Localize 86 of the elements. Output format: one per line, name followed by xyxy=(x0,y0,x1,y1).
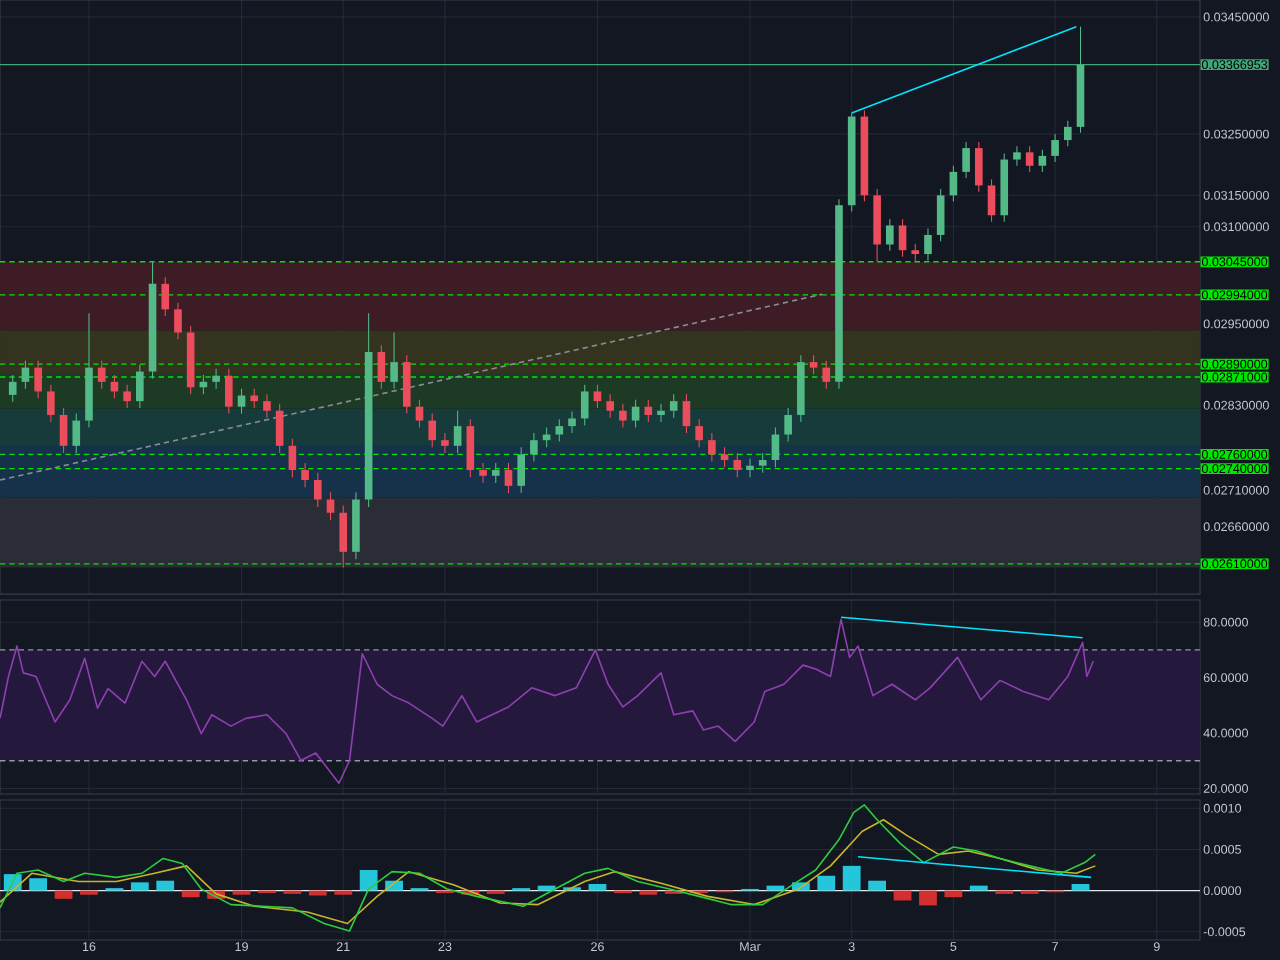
candlestick xyxy=(263,393,271,419)
candlestick xyxy=(123,384,131,409)
candlestick xyxy=(530,432,538,462)
candlestick xyxy=(593,384,602,409)
candlestick xyxy=(288,438,297,478)
candlestick xyxy=(504,462,513,494)
candlestick xyxy=(517,446,525,494)
candlestick xyxy=(936,188,945,242)
candlestick xyxy=(453,410,462,454)
candlestick xyxy=(555,418,564,443)
candlestick xyxy=(669,393,678,419)
candlestick xyxy=(466,418,475,478)
bar xyxy=(537,885,556,891)
bar xyxy=(54,890,73,899)
candlestick xyxy=(758,452,767,474)
candlestick xyxy=(301,462,309,488)
bar xyxy=(156,880,175,891)
candlestick xyxy=(822,360,831,390)
candlestick xyxy=(886,218,894,252)
candlestick xyxy=(987,178,996,223)
candlestick xyxy=(657,403,665,423)
candlestick xyxy=(809,354,818,375)
bar xyxy=(181,890,200,898)
bar xyxy=(359,870,378,891)
candlestick xyxy=(1013,145,1021,167)
candlestick xyxy=(682,393,691,434)
candlestick xyxy=(619,403,627,429)
candlestick xyxy=(390,331,398,390)
bar xyxy=(766,885,785,891)
candlestick xyxy=(161,276,170,317)
candlestick xyxy=(47,384,55,423)
candlestick xyxy=(962,141,970,179)
candlestick xyxy=(708,432,716,462)
candlestick xyxy=(339,504,348,569)
candlestick xyxy=(59,407,68,454)
bar xyxy=(588,884,607,891)
candlestick xyxy=(1038,149,1047,173)
bar xyxy=(842,865,861,891)
candlestick xyxy=(784,407,792,443)
candlestick xyxy=(580,384,589,427)
candlestick xyxy=(136,364,144,409)
bar xyxy=(944,890,963,898)
candlestick xyxy=(174,302,182,340)
candlestick xyxy=(975,141,983,193)
candlestick xyxy=(1063,120,1072,147)
bar xyxy=(29,878,48,891)
candlestick xyxy=(402,354,411,415)
candlestick xyxy=(212,368,220,390)
candlestick xyxy=(720,446,729,468)
bar xyxy=(1071,884,1090,891)
candlestick xyxy=(21,360,30,390)
candlestick xyxy=(8,374,17,403)
candlestick xyxy=(72,413,81,454)
candlestick xyxy=(34,360,42,399)
candlestick xyxy=(695,418,703,448)
candlestick xyxy=(771,426,780,468)
candlestick xyxy=(491,462,500,484)
bar xyxy=(817,875,836,891)
candlestick xyxy=(326,491,335,521)
candlestick xyxy=(733,452,742,478)
candlestick xyxy=(606,393,614,419)
bar xyxy=(130,882,149,891)
bar xyxy=(868,880,887,891)
candlestick xyxy=(225,368,233,415)
candlestick xyxy=(631,399,640,429)
candlestick xyxy=(275,403,284,454)
candlestick xyxy=(479,462,487,484)
candlestick xyxy=(568,411,576,434)
candlestick xyxy=(1051,133,1059,163)
candlestick xyxy=(237,388,246,415)
candlestick xyxy=(250,388,259,409)
candlestick xyxy=(377,344,386,390)
candlestick xyxy=(1025,145,1034,173)
candlestick xyxy=(441,432,449,454)
candlestick xyxy=(313,472,322,508)
bar xyxy=(308,890,327,896)
candlestick xyxy=(97,360,106,390)
candlestick xyxy=(428,413,437,448)
candlestick xyxy=(415,399,424,429)
bar xyxy=(919,890,937,906)
bar xyxy=(969,885,988,891)
candlestick xyxy=(924,228,932,261)
candlestick xyxy=(898,218,907,258)
candlestick xyxy=(644,399,653,423)
candlestick xyxy=(949,165,958,203)
candlestick xyxy=(746,458,754,478)
